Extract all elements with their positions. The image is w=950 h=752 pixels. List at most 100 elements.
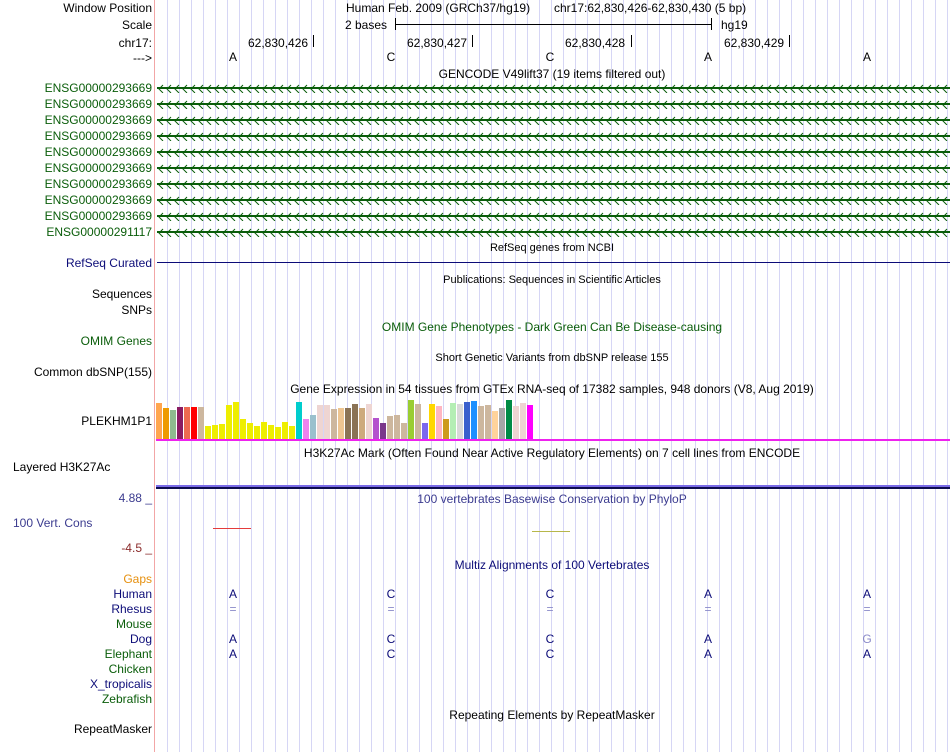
- gencode-gene-line[interactable]: [157, 199, 950, 201]
- gtex-tissue-bar[interactable]: [177, 407, 183, 440]
- gencode-gene-line[interactable]: [157, 135, 950, 137]
- h3k27ac-track-title[interactable]: H3K27Ac Mark (Often Found Near Active Re…: [303, 446, 801, 460]
- gtex-tissue-bar[interactable]: [387, 416, 393, 440]
- gtex-tissue-bar[interactable]: [492, 411, 498, 440]
- multiz-species-label[interactable]: Dog: [129, 632, 152, 646]
- refseq-label[interactable]: RefSeq Curated: [65, 256, 152, 270]
- repeatmasker-label[interactable]: RepeatMasker: [73, 722, 152, 736]
- multiz-species-label[interactable]: Rhesus: [111, 602, 152, 616]
- gtex-tissue-bar[interactable]: [513, 406, 519, 440]
- gtex-tissue-bar[interactable]: [289, 426, 295, 440]
- omim-label[interactable]: OMIM Genes: [80, 334, 152, 348]
- gtex-tissue-bar[interactable]: [338, 408, 344, 440]
- gtex-tissue-bar[interactable]: [282, 422, 288, 440]
- gtex-tissue-bar[interactable]: [170, 410, 176, 440]
- gtex-tissue-bar[interactable]: [254, 426, 260, 440]
- gencode-item-label[interactable]: ENSG00000293669: [44, 177, 152, 191]
- gtex-tissue-bar[interactable]: [303, 419, 309, 440]
- gtex-tissue-bar[interactable]: [499, 408, 505, 440]
- gtex-tissue-bar[interactable]: [296, 402, 302, 440]
- multiz-species-label[interactable]: X_tropicalis: [89, 677, 152, 691]
- dbsnp-track-title[interactable]: Short Genetic Variants from dbSNP releas…: [435, 352, 669, 364]
- gtex-tissue-bar[interactable]: [380, 423, 386, 440]
- gtex-tissue-bar[interactable]: [478, 406, 484, 440]
- gtex-tissue-bar[interactable]: [163, 408, 169, 440]
- gtex-tissue-bar[interactable]: [506, 400, 512, 440]
- gtex-tissue-bar[interactable]: [345, 408, 351, 440]
- gencode-gene-line[interactable]: [157, 183, 950, 185]
- multiz-species-label[interactable]: Elephant: [104, 647, 152, 661]
- gtex-tissue-bar[interactable]: [520, 403, 526, 440]
- phylop-track-title[interactable]: 100 vertebrates Basewise Conservation by…: [417, 492, 687, 506]
- gtex-tissue-bar[interactable]: [331, 409, 337, 440]
- gencode-gene-line[interactable]: [157, 167, 950, 169]
- gtex-tissue-bar[interactable]: [408, 400, 414, 440]
- gencode-item-label[interactable]: ENSG00000293669: [44, 161, 152, 175]
- gtex-tissue-bar[interactable]: [527, 405, 533, 440]
- gtex-bar-chart[interactable]: [156, 398, 533, 440]
- publications-label-sequences[interactable]: Sequences: [91, 287, 152, 301]
- gtex-tissue-bar[interactable]: [219, 424, 225, 440]
- gencode-gene-line[interactable]: [157, 103, 950, 105]
- gencode-gene-line[interactable]: [157, 231, 950, 233]
- multiz-gaps-label[interactable]: Gaps: [123, 572, 152, 586]
- gtex-tissue-bar[interactable]: [233, 402, 239, 440]
- gtex-tissue-bar[interactable]: [310, 415, 316, 440]
- gencode-gene-line[interactable]: [157, 119, 950, 121]
- gencode-item-label[interactable]: ENSG00000293669: [44, 145, 152, 159]
- omim-track-title[interactable]: OMIM Gene Phenotypes - Dark Green Can Be…: [381, 320, 723, 334]
- gtex-tissue-bar[interactable]: [471, 401, 477, 440]
- gencode-track-title[interactable]: GENCODE V49lift37 (19 items filtered out…: [438, 67, 666, 81]
- gencode-gene-line[interactable]: [157, 151, 950, 153]
- multiz-species-label[interactable]: Zebrafish: [101, 692, 152, 706]
- gtex-tissue-bar[interactable]: [261, 422, 267, 440]
- repeatmasker-track-title[interactable]: Repeating Elements by RepeatMasker: [449, 708, 655, 722]
- gtex-tissue-bar[interactable]: [415, 404, 421, 440]
- multiz-species-label[interactable]: Mouse: [115, 617, 152, 631]
- gencode-item-label[interactable]: ENSG00000293669: [44, 129, 152, 143]
- gtex-tissue-bar[interactable]: [240, 419, 246, 440]
- publications-label-snps[interactable]: SNPs: [121, 303, 152, 317]
- publications-track-title[interactable]: Publications: Sequences in Scientific Ar…: [443, 274, 661, 286]
- phylop-label[interactable]: 100 Vert. Cons: [13, 516, 93, 530]
- gtex-tissue-bar[interactable]: [212, 425, 218, 440]
- dbsnp-label[interactable]: Common dbSNP(155): [33, 365, 152, 379]
- gtex-tissue-bar[interactable]: [226, 405, 232, 440]
- gtex-tissue-bar[interactable]: [352, 404, 358, 440]
- gtex-tissue-bar[interactable]: [156, 403, 162, 440]
- gencode-item-label[interactable]: ENSG00000293669: [44, 113, 152, 127]
- gtex-tissue-bar[interactable]: [268, 425, 274, 440]
- gtex-tissue-bar[interactable]: [191, 407, 197, 440]
- gencode-item-label[interactable]: ENSG00000291117: [46, 225, 152, 239]
- gencode-item-label[interactable]: ENSG00000293669: [44, 193, 152, 207]
- gtex-tissue-bar[interactable]: [464, 402, 470, 440]
- gencode-gene-line[interactable]: [157, 87, 950, 89]
- gtex-tissue-bar[interactable]: [275, 427, 281, 440]
- gtex-tissue-bar[interactable]: [443, 419, 449, 440]
- gtex-tissue-bar[interactable]: [422, 423, 428, 440]
- gtex-tissue-bar[interactable]: [373, 418, 379, 440]
- gtex-tissue-bar[interactable]: [184, 407, 190, 440]
- gtex-tissue-bar[interactable]: [205, 426, 211, 440]
- gencode-item-label[interactable]: ENSG00000293669: [44, 209, 152, 223]
- gtex-tissue-bar[interactable]: [198, 407, 204, 440]
- gtex-track-title[interactable]: Gene Expression in 54 tissues from GTEx …: [290, 382, 814, 396]
- multiz-species-label[interactable]: Chicken: [108, 662, 152, 676]
- gtex-tissue-bar[interactable]: [457, 404, 463, 440]
- gencode-item-label[interactable]: ENSG00000293669: [44, 97, 152, 111]
- gtex-tissue-bar[interactable]: [317, 405, 323, 440]
- gtex-tissue-bar[interactable]: [436, 406, 442, 440]
- gtex-tissue-bar[interactable]: [247, 423, 253, 440]
- gencode-gene-line[interactable]: [157, 215, 950, 217]
- multiz-track-title[interactable]: Multiz Alignments of 100 Vertebrates: [454, 558, 650, 572]
- gtex-tissue-bar[interactable]: [401, 423, 407, 440]
- multiz-species-label[interactable]: Human: [113, 587, 152, 601]
- gtex-tissue-bar[interactable]: [429, 404, 435, 440]
- gtex-tissue-bar[interactable]: [485, 405, 491, 440]
- refseq-gene-line[interactable]: [157, 262, 950, 263]
- gtex-tissue-bar[interactable]: [324, 405, 330, 440]
- refseq-track-title[interactable]: RefSeq genes from NCBI: [489, 242, 615, 254]
- gtex-tissue-bar[interactable]: [359, 408, 365, 440]
- gtex-tissue-bar[interactable]: [394, 415, 400, 440]
- gencode-item-label[interactable]: ENSG00000293669: [44, 81, 152, 95]
